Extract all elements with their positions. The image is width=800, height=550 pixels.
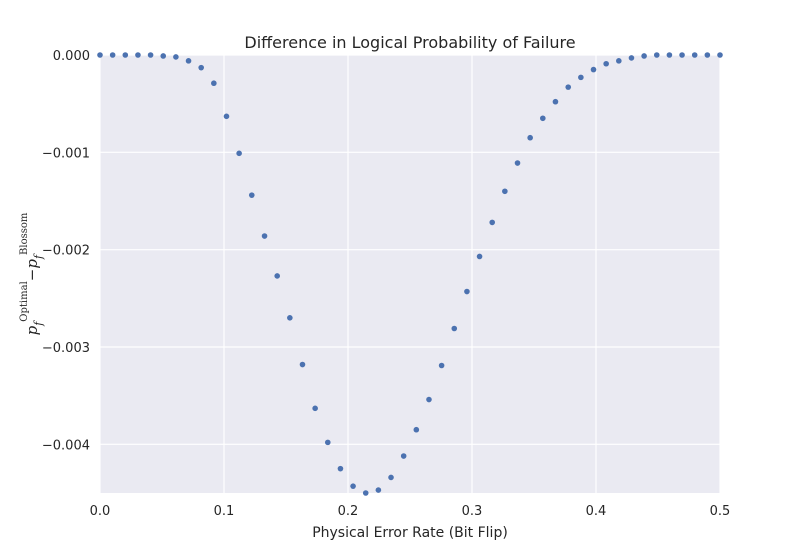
data-point: [147, 52, 154, 58]
y-label-sub-right: f: [32, 253, 45, 260]
data-point: [388, 474, 394, 481]
x-tick-label: 0.3: [462, 504, 483, 519]
data-point: [122, 52, 129, 58]
x-axis-label: Physical Error Rate (Bit Flip): [312, 525, 508, 541]
data-point: [653, 52, 660, 58]
x-tick-label: 0.1: [214, 504, 235, 519]
y-tick-labels: 0.000 −0.001 −0.002 −0.003 −0.004: [42, 49, 90, 453]
data-point: [160, 53, 167, 59]
y-label-sup-right: Blossom: [19, 212, 30, 255]
data-point: [223, 113, 230, 120]
data-point: [173, 54, 179, 60]
y-tick-label: −0.004: [42, 438, 90, 453]
data-point: [476, 253, 483, 260]
data-point: [337, 465, 344, 472]
data-point: [287, 315, 293, 321]
x-tick-labels: 0.0 0.1 0.2 0.3 0.4 0.5: [90, 504, 731, 519]
data-point: [109, 52, 116, 58]
data-point: [324, 439, 331, 446]
x-tick-label: 0.2: [338, 504, 359, 519]
data-point: [514, 160, 521, 166]
data-point: [299, 361, 306, 368]
data-point: [717, 52, 723, 58]
grid: [99, 54, 721, 493]
data-point: [400, 453, 407, 459]
y-tick-label: −0.001: [42, 146, 90, 161]
chart-title: Difference in Logical Probability of Fai…: [244, 33, 575, 52]
x-tick-label: 0.4: [586, 504, 607, 519]
data-point: [552, 98, 559, 105]
data-point: [616, 58, 622, 64]
data-point: [438, 362, 445, 369]
data-point: [261, 233, 268, 239]
data-points: [97, 52, 723, 496]
data-point: [375, 487, 382, 493]
y-label-base-right: p: [23, 259, 41, 269]
data-point: [489, 219, 496, 226]
y-label-minus: −: [23, 269, 41, 282]
data-point: [464, 288, 470, 295]
data-point: [641, 53, 647, 59]
data-point: [603, 60, 609, 67]
data-point: [451, 325, 458, 332]
data-point: [527, 134, 533, 141]
y-tick-label: −0.003: [42, 341, 90, 356]
data-point: [565, 84, 572, 90]
y-tick-label: 0.000: [53, 49, 90, 64]
y-label-base-left: p: [23, 325, 41, 335]
data-point: [350, 483, 356, 489]
data-point: [362, 490, 369, 496]
data-point: [679, 52, 685, 58]
data-point: [578, 74, 584, 81]
data-point: [312, 405, 318, 412]
data-point: [413, 426, 420, 433]
y-axis-label: pfOptimal−pfBlossom: [19, 212, 45, 335]
data-point: [236, 150, 242, 157]
data-point: [590, 66, 597, 73]
x-tick-label: 0.5: [710, 504, 731, 519]
y-tick-label: −0.002: [42, 244, 90, 259]
data-point: [97, 52, 103, 58]
data-point: [274, 273, 280, 279]
data-point: [628, 55, 635, 61]
y-label-sup-left: Optimal: [19, 281, 30, 321]
data-point: [135, 52, 141, 58]
data-point: [185, 58, 192, 64]
data-point: [691, 52, 698, 58]
svg-text:pfOptimal−pfBlossom: pfOptimal−pfBlossom: [19, 212, 45, 335]
data-point: [248, 192, 255, 198]
data-point: [502, 188, 508, 195]
data-point: [211, 80, 217, 87]
data-point: [666, 52, 673, 58]
plot-area: [100, 55, 720, 493]
y-label-sub-left: f: [32, 320, 45, 327]
data-point: [198, 64, 204, 71]
data-point: [426, 396, 432, 403]
data-point: [540, 115, 546, 122]
x-tick-label: 0.0: [90, 504, 111, 519]
data-point: [704, 52, 711, 58]
